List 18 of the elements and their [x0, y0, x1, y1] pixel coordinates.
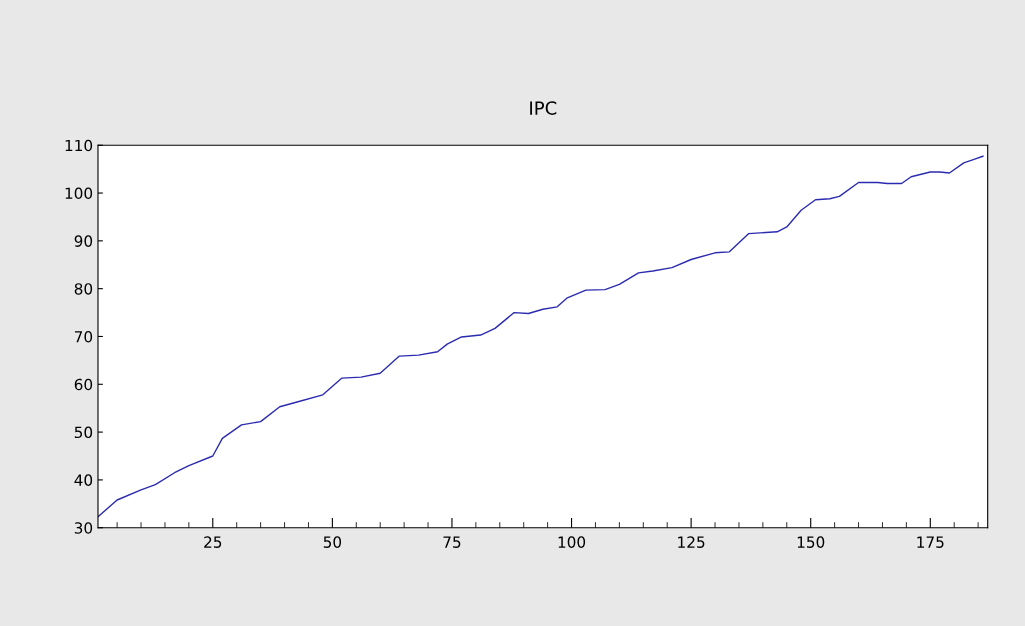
x-tick-label: 50: [323, 536, 342, 548]
x-tick-label: 75: [443, 536, 461, 548]
y-tick-label: 90: [74, 235, 93, 247]
chart-title: IPC: [530, 101, 557, 115]
y-tick-label: 110: [65, 139, 93, 152]
y-tick-label: 80: [74, 283, 93, 295]
x-tick-label: 25: [204, 536, 222, 548]
y-tick-label: 60: [74, 378, 93, 391]
y-tick-label: 30: [74, 522, 93, 534]
x-tick-label: 100: [558, 536, 586, 548]
x-tick-label: 150: [797, 536, 825, 548]
x-tick-label: 175: [917, 536, 944, 548]
y-tick-label: 70: [74, 330, 93, 343]
y-tick-label: 40: [74, 474, 93, 486]
y-tick-label: 100: [65, 187, 93, 200]
x-tick-label: 125: [678, 536, 705, 548]
line-series: [97, 155, 984, 518]
y-tick-label: 50: [74, 426, 93, 439]
